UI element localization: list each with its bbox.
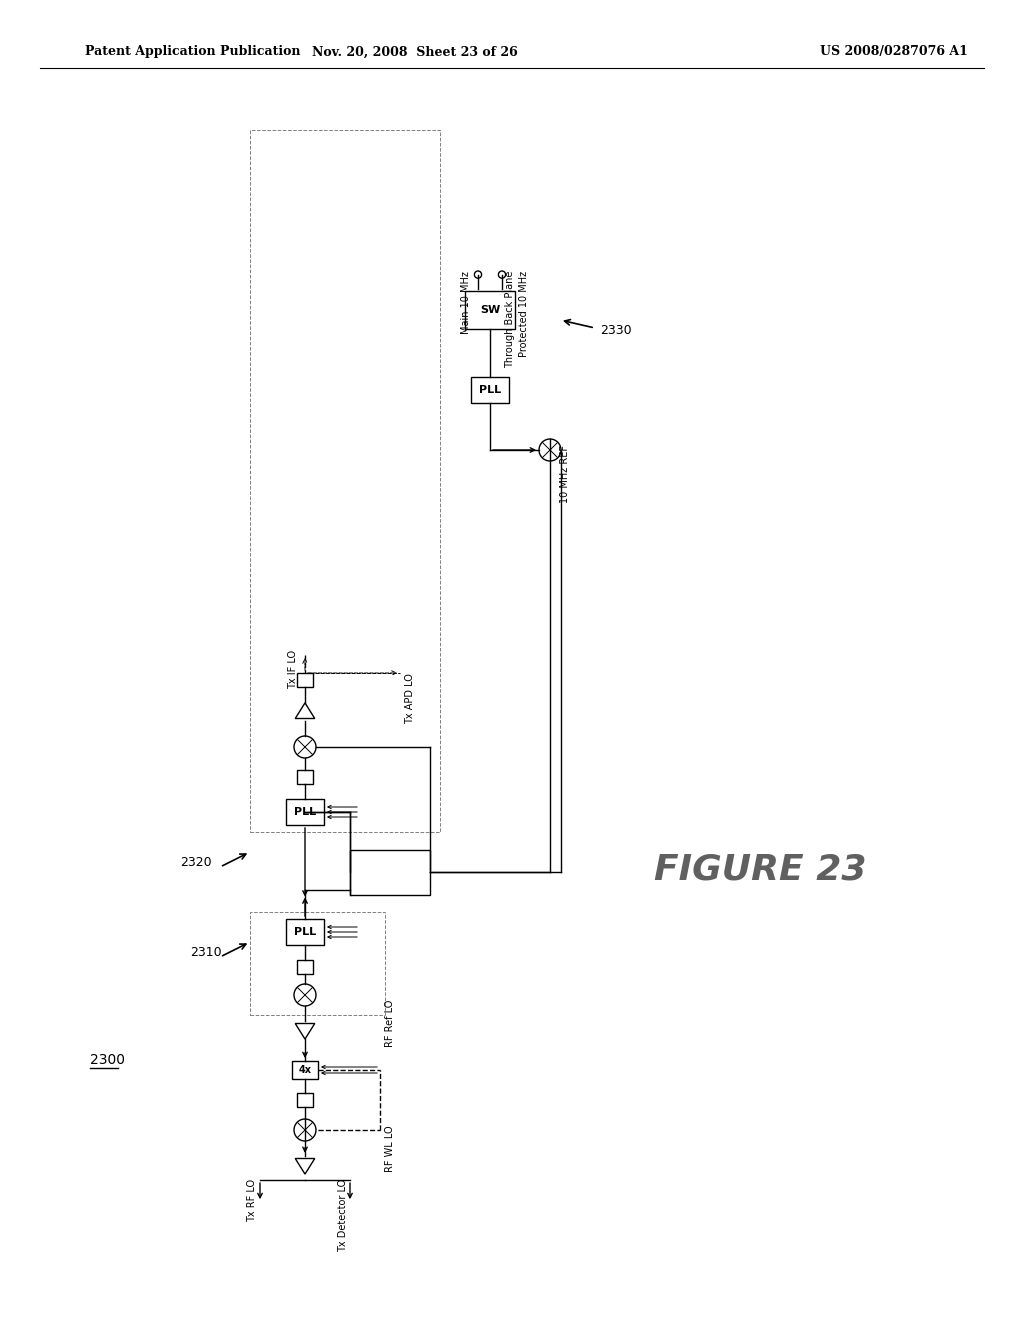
Text: Protected 10 MHz: Protected 10 MHz: [519, 271, 529, 358]
Bar: [286, 919, 324, 945]
Text: RF WL LO: RF WL LO: [385, 1125, 395, 1172]
Bar: [297, 770, 313, 784]
Bar: [297, 960, 313, 974]
Text: Tx APD LO: Tx APD LO: [406, 673, 415, 723]
Text: 2310: 2310: [190, 945, 221, 958]
Text: Main 10 MHz: Main 10 MHz: [461, 271, 471, 334]
Text: 2330: 2330: [600, 323, 632, 337]
Text: SW: SW: [480, 305, 500, 315]
Text: Through Back Plane: Through Back Plane: [505, 271, 515, 368]
Text: PLL: PLL: [479, 385, 501, 395]
Text: Nov. 20, 2008  Sheet 23 of 26: Nov. 20, 2008 Sheet 23 of 26: [312, 45, 518, 58]
Text: Tx Detector LO: Tx Detector LO: [338, 1179, 348, 1253]
Text: 2320: 2320: [180, 855, 212, 869]
Text: 2300: 2300: [90, 1053, 125, 1067]
Text: RF Ref LO: RF Ref LO: [385, 1001, 395, 1047]
Bar: [286, 799, 324, 825]
Text: FIGURE 23: FIGURE 23: [653, 853, 866, 887]
Text: US 2008/0287076 A1: US 2008/0287076 A1: [820, 45, 968, 58]
Text: PLL: PLL: [294, 927, 316, 937]
Text: 10 MHz REF: 10 MHz REF: [560, 445, 570, 503]
Bar: [250, 129, 440, 832]
Text: Patent Application Publication: Patent Application Publication: [85, 45, 300, 58]
Text: Tx RF LO: Tx RF LO: [247, 1179, 257, 1222]
Bar: [292, 1061, 318, 1078]
Bar: [350, 850, 430, 895]
Text: 4x: 4x: [299, 1065, 311, 1074]
Bar: [297, 1093, 313, 1107]
Bar: [471, 378, 509, 403]
Text: Tx IF LO: Tx IF LO: [288, 649, 298, 689]
Bar: [297, 673, 313, 686]
Bar: [465, 290, 515, 329]
Text: PLL: PLL: [294, 807, 316, 817]
Bar: [250, 912, 385, 1015]
